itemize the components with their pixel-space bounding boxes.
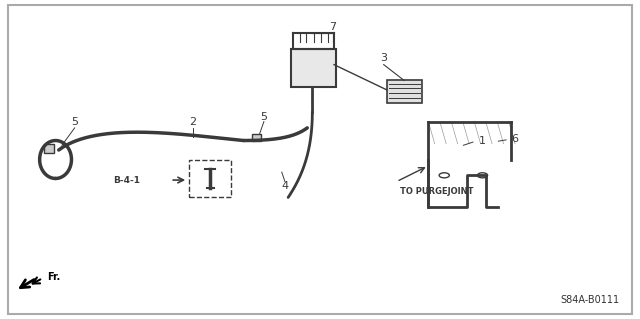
Text: 7: 7 [329,22,336,32]
Bar [252,134,260,141]
Text: 5: 5 [260,112,268,122]
Text: B-4-1: B-4-1 [113,175,140,185]
Text: 5: 5 [71,116,78,127]
Bar [387,80,422,103]
Text: 2: 2 [189,116,196,127]
Text: 1: 1 [479,136,486,145]
FancyBboxPatch shape [291,49,336,87]
Bar [189,160,231,197]
Text: Fr.: Fr. [47,271,61,281]
Text: S84A-B0111: S84A-B0111 [561,295,620,305]
Text: TO PURGEJOINT: TO PURGEJOINT [399,187,473,196]
Bar [44,144,54,153]
Text: 3: 3 [380,53,387,63]
Text: 4: 4 [282,182,289,191]
Text: 6: 6 [511,134,518,144]
